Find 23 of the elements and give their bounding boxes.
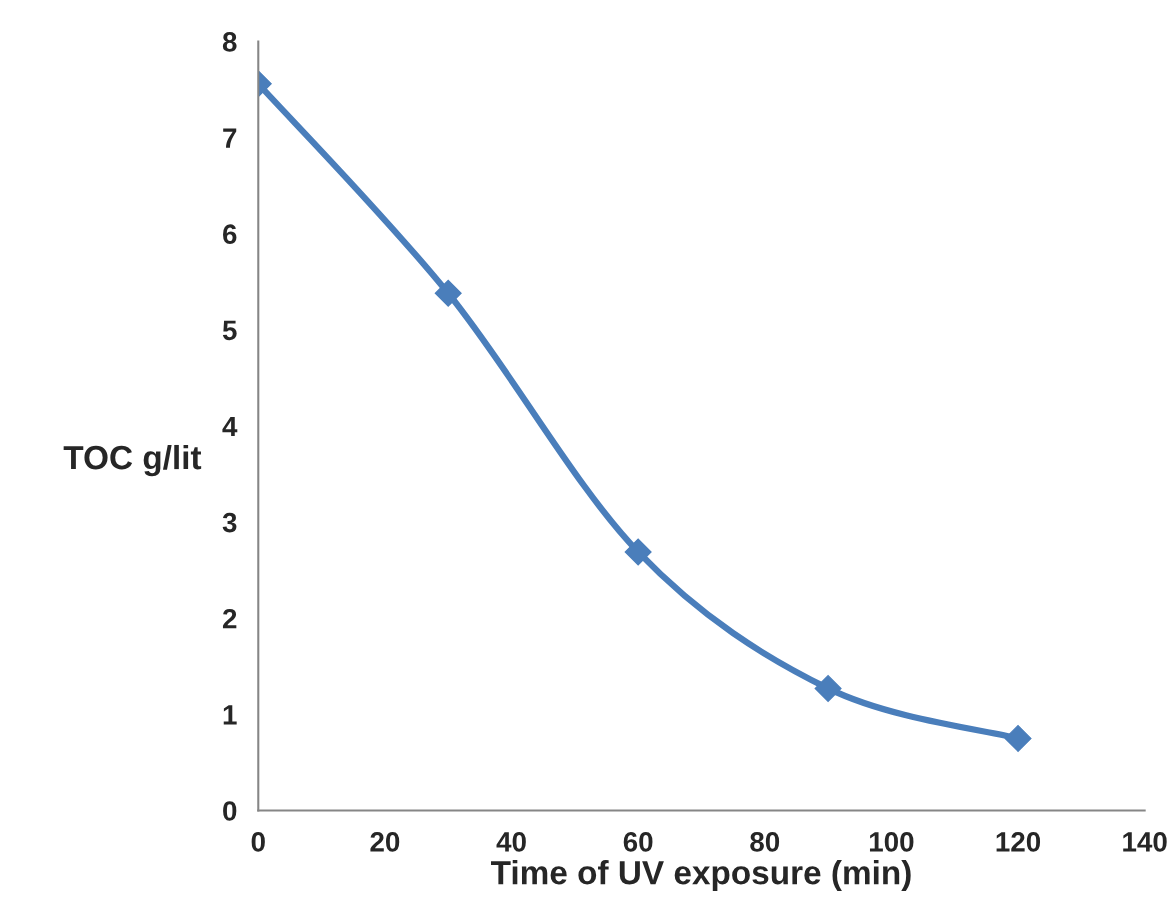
x-tick-label: 100 bbox=[869, 832, 914, 852]
y-tick-label: 7 bbox=[223, 128, 237, 148]
x-tick-label: 0 bbox=[251, 832, 265, 852]
y-tick-label: 0 bbox=[223, 801, 237, 821]
y-tick-label: 1 bbox=[223, 705, 237, 725]
point bbox=[1004, 724, 1032, 752]
y-tick-label: 4 bbox=[222, 416, 238, 437]
point bbox=[624, 538, 652, 566]
point bbox=[814, 674, 842, 702]
y-tick-label: 8 bbox=[222, 32, 237, 52]
x-tick-label: 60 bbox=[623, 832, 653, 852]
point bbox=[434, 279, 462, 307]
y-axis-title: TOC g/lit bbox=[63, 444, 202, 477]
y-tick-label: 6 bbox=[223, 224, 237, 245]
y-tick-label: 5 bbox=[222, 320, 237, 341]
x-tick-label: 120 bbox=[996, 832, 1041, 852]
x-tick-label: 80 bbox=[750, 832, 780, 852]
x-tick-label: 40 bbox=[496, 832, 526, 852]
x-tick-label: 140 bbox=[1123, 832, 1167, 852]
y-tick-label: 2 bbox=[222, 608, 237, 629]
y-tick-label: 3 bbox=[222, 512, 237, 533]
x-axis-title: Time of UV exposure (min) bbox=[491, 859, 911, 892]
x-tick-label: 20 bbox=[370, 832, 400, 852]
